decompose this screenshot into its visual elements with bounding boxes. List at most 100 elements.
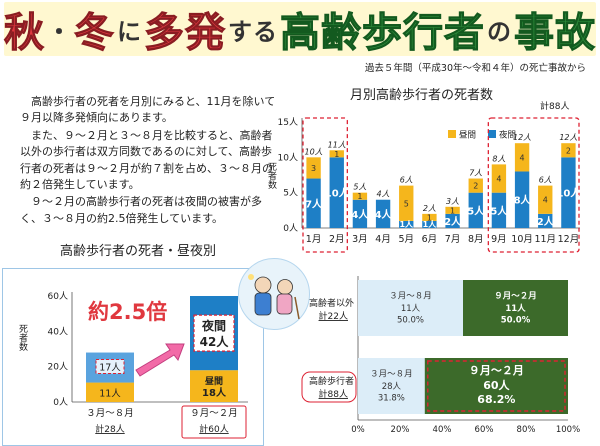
category-total: 計28人: [95, 423, 124, 435]
x-tick-label: 7月: [445, 234, 461, 245]
total-label: 7人: [469, 169, 482, 178]
total-label: 8人: [492, 154, 505, 163]
row-total: 計88人: [319, 388, 348, 400]
paragraph: 高齢歩行者の死者を月別にみると、11月を除いて９月以降多発傾向にあります。: [20, 95, 276, 125]
day-prefix-label: 昼間: [205, 376, 223, 387]
x-tick-label: 6月: [422, 234, 438, 245]
row-label-box: [301, 371, 357, 403]
y-tick-label: 60人: [48, 291, 68, 302]
row-label: 高齢者以外: [309, 297, 354, 309]
title-part: の: [487, 17, 512, 46]
segment-count: 60人: [483, 378, 510, 392]
segment-period: ９月～２月: [469, 364, 524, 377]
total-label: 6人: [400, 176, 413, 185]
y-tick-label: 0人: [283, 223, 298, 234]
night-label-box: [193, 314, 235, 352]
night-value-label: 5人: [467, 204, 485, 217]
night-value-label: 1人: [423, 219, 438, 229]
bar-day: [491, 164, 507, 193]
bar-night: [538, 213, 553, 228]
title-part: 多発: [144, 10, 226, 57]
day-value-label: 1: [450, 206, 455, 215]
x-tick-label: 12月: [558, 234, 580, 245]
bar-day: [190, 370, 238, 402]
x-tick-label: 4月: [375, 234, 391, 245]
x-tick-label: 100%: [556, 425, 580, 435]
segment-percent: 68.2%: [477, 393, 515, 406]
bar-night: [445, 213, 460, 228]
bar-spring-summer: [358, 280, 463, 336]
x-tick-label: 40%: [433, 425, 452, 435]
bar-day: [445, 206, 460, 214]
title-banner: [4, 2, 596, 56]
bar-day: [399, 185, 414, 221]
day-night-chart-title: 高齢歩行者の死者・昼夜別: [60, 244, 217, 259]
title-part: ・: [47, 17, 72, 46]
day-value-label: 4: [543, 196, 548, 205]
segment-percent: 31.8%: [378, 394, 405, 404]
ratio-callout: 約2.5倍: [88, 300, 168, 324]
total-label: 12人: [513, 133, 531, 142]
category-highlight-box: [181, 405, 247, 439]
x-tick-label: 8月: [468, 234, 484, 245]
bar-day: [329, 150, 344, 158]
day-value-label: 1: [427, 213, 432, 222]
night-value-label: 8人: [514, 194, 532, 207]
y-tick-label: 0人: [53, 397, 68, 408]
title-part: 事故: [514, 10, 596, 57]
x-tick-label: 1月: [306, 234, 322, 245]
bar-spring-summer: [358, 358, 425, 414]
title-part: 高齢歩行者: [280, 10, 485, 57]
bar-night: [352, 199, 368, 228]
day-value-label: 3: [311, 164, 316, 173]
page-title: 秋・冬に多発 する 高齢歩行者の事故: [4, 2, 596, 57]
bar-night: [399, 220, 414, 228]
paragraph: また、９～２月と３～８月を比較すると、高齢者以外の歩行者は双方同数であるのに対し…: [20, 128, 273, 192]
bar-night: [561, 157, 576, 228]
x-tick-label: 2月: [329, 234, 345, 245]
night-value-label: 10人: [556, 187, 581, 200]
row-label: 高齢歩行者: [309, 375, 354, 387]
segment-count: 11人: [401, 304, 421, 314]
pedestrian-icon: [248, 274, 300, 320]
night-prefix-label: 夜間: [201, 318, 226, 333]
title-part: に: [117, 17, 142, 46]
y-tick-label: 10人: [278, 152, 298, 163]
highlight-box: [302, 117, 348, 253]
bar-autumn-winter: [463, 280, 568, 336]
bar-night: [468, 192, 483, 228]
bar-day: [514, 143, 530, 172]
paragraph: ９～２月の高齢歩行者の死者は夜間の被害が多く、３～８月の約2.5倍発生しています…: [20, 195, 262, 225]
segment-count: 28人: [382, 382, 402, 392]
segment-percent: 50.0%: [501, 316, 531, 326]
monthly-chart-total: 計88人: [540, 102, 570, 112]
bar-day: [468, 178, 483, 193]
bar-day: [561, 143, 576, 158]
x-tick-label: 60%: [475, 425, 494, 435]
bar-day: [422, 213, 437, 221]
day-value-label: 11人: [99, 388, 121, 399]
category-total: 計60人: [199, 423, 228, 435]
night-value-label: 2人: [444, 215, 462, 228]
night-label-box: [95, 359, 125, 375]
segment-period: ３月～８月: [370, 370, 413, 380]
day-value-label: 18人: [202, 386, 227, 399]
night-value-label: 4人: [375, 208, 393, 221]
day-value-label: 5: [404, 199, 409, 208]
legend-label: 昼間: [459, 131, 476, 141]
night-value-label: 10人: [325, 187, 350, 200]
x-tick-label: 3月: [352, 234, 368, 245]
share-chart: 0% 20% 40% 60% 80% 100%３月～８月11人50.0%９月～２月11人5…: [301, 276, 580, 435]
total-label: 2人: [423, 204, 436, 213]
bar-night: [422, 220, 437, 228]
bar-autumn-winter: [424, 358, 568, 414]
y-tick-label: 5人: [283, 188, 298, 199]
x-tick-label: 9月: [491, 234, 507, 245]
night-value-label: 7人: [305, 197, 323, 210]
x-tick-label: ９月～２月: [190, 408, 238, 419]
title-part: 冬: [74, 10, 115, 57]
title-part: する: [228, 17, 278, 46]
description-text: 高齢歩行者の死者を月別にみると、11月を除いて９月以降多発傾向にあります。 また…: [20, 94, 282, 228]
legend-label: 夜間: [499, 130, 516, 141]
